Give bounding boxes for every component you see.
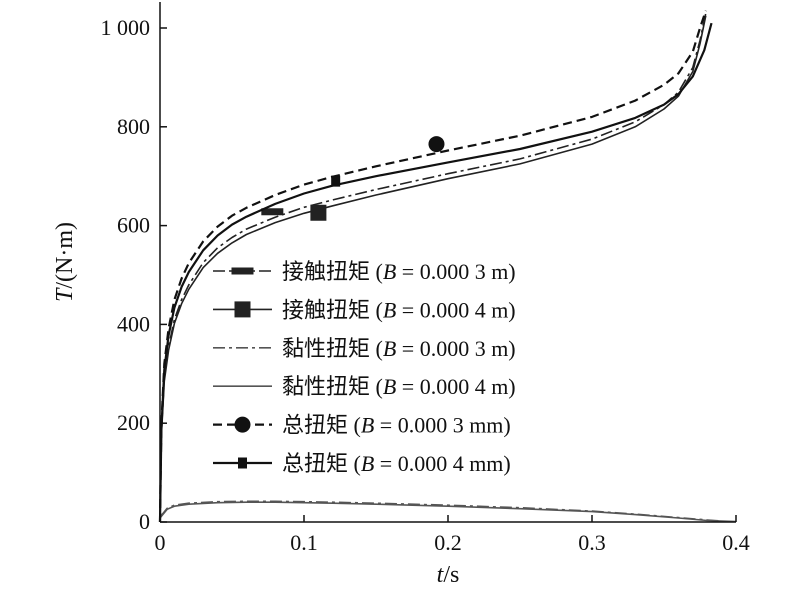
series-marker-5 <box>428 136 445 153</box>
legend-marker-1 <box>231 267 254 275</box>
x-tick-label: 0.3 <box>578 530 606 555</box>
x-axis-title: t/s <box>437 562 460 588</box>
ticks: 0 0.1 0.2 0.3 0.4 0 200 400 600 800 1 000 <box>101 15 750 555</box>
plot-lines <box>158 10 737 523</box>
series-marker-6 <box>331 175 341 187</box>
series-marker-2 <box>310 204 327 221</box>
y-tick-label: 800 <box>117 114 150 139</box>
series-line-2 <box>159 15 707 523</box>
x-tick-label: 0.4 <box>722 530 750 555</box>
y-axis-title: T/(N·m) <box>52 222 78 302</box>
series-marker-1 <box>261 208 284 216</box>
legend: 接触扭矩 (B = 0.000 3 m) 接触扭矩 (B = 0.000 4 m)… <box>213 259 516 476</box>
x-tick-label: 0.1 <box>290 530 318 555</box>
x-tick-label: 0 <box>155 530 166 555</box>
series-line-5 <box>158 10 707 523</box>
x-tick-label: 0.2 <box>434 530 462 555</box>
legend-label-6: 总扭矩 (B = 0.000 4 mm) <box>282 451 511 476</box>
series-line-6 <box>158 22 713 523</box>
legend-marker-2 <box>234 301 251 318</box>
legend-label-5: 总扭矩 (B = 0.000 3 mm) <box>282 413 511 438</box>
legend-label-3: 黏性扭矩 (B = 0.000 3 m) <box>282 336 516 361</box>
series-line-3 <box>159 500 722 522</box>
y-tick-label: 1 000 <box>101 15 151 40</box>
y-tick-label: 400 <box>117 311 150 336</box>
series-line-4 <box>159 501 737 523</box>
legend-marker-5 <box>234 416 251 433</box>
legend-marker-6 <box>238 457 247 469</box>
y-tick-label: 200 <box>117 410 150 435</box>
legend-label-1: 接触扭矩 (B = 0.000 3 m) <box>282 259 516 284</box>
legend-label-2: 接触扭矩 (B = 0.000 4 m) <box>282 297 516 322</box>
y-tick-label: 0 <box>139 509 150 534</box>
y-tick-label: 600 <box>117 213 150 238</box>
legend-label-4: 黏性扭矩 (B = 0.000 4 m) <box>282 374 516 399</box>
